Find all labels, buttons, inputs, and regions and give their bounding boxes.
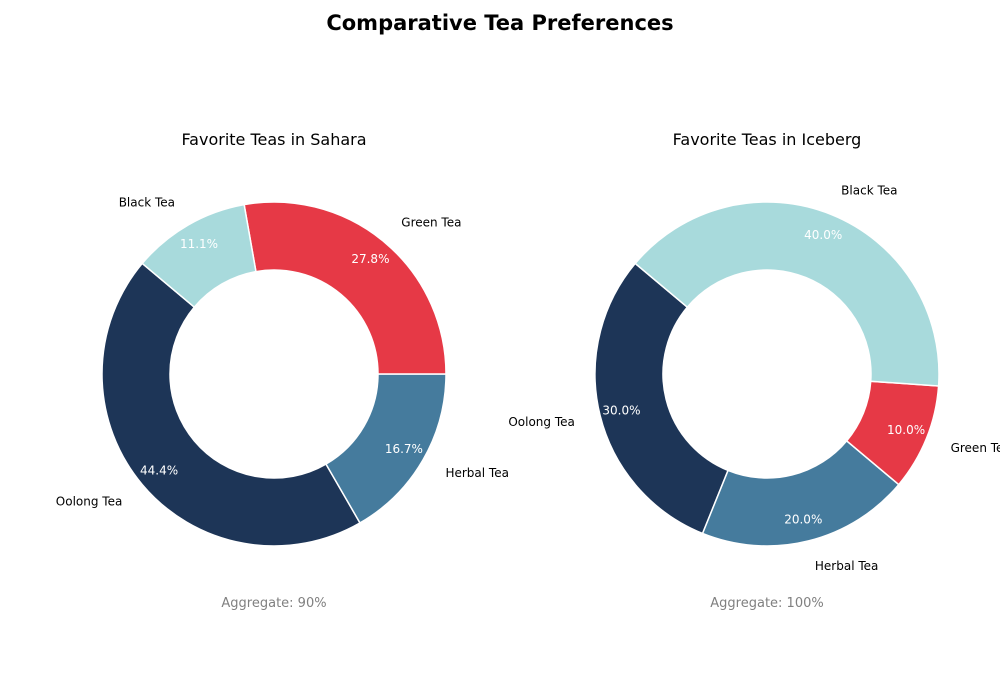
percent-label-iceberg-oolong-tea: 30.0% [602,403,640,417]
slice-sahara-black-tea [141,203,257,309]
category-label-iceberg-black-tea: Black Tea [841,183,897,197]
slice-iceberg-oolong-tea [594,262,730,535]
category-label-sahara-herbal-tea: Herbal Tea [445,466,509,480]
category-label-sahara-oolong-tea: Oolong Tea [56,494,123,508]
percent-label-iceberg-black-tea: 40.0% [804,228,842,242]
donut-chart-sahara: Favorite Teas in Sahara 44.4% Oolong Tea 1… [56,130,509,611]
slice-sahara-green-tea [243,201,447,375]
percent-label-sahara-oolong-tea: 44.4% [140,463,178,477]
percent-label-sahara-green-tea: 27.8% [351,252,389,266]
slice-sahara-oolong-tea [101,262,362,547]
percent-label-iceberg-green-tea: 10.0% [887,423,925,437]
percent-label-iceberg-herbal-tea: 20.0% [784,513,822,527]
figure-title: Comparative Tea Preferences [326,11,673,35]
category-label-sahara-black-tea: Black Tea [119,196,175,210]
percent-label-sahara-black-tea: 11.1% [180,237,218,251]
chart-title-sahara: Favorite Teas in Sahara [181,130,366,149]
donut-chart-iceberg: Favorite Teas in Iceberg 30.0% Oolong Tea… [508,130,1000,611]
percent-label-sahara-herbal-tea: 16.7% [385,442,423,456]
category-label-iceberg-oolong-tea: Oolong Tea [508,415,575,429]
aggregate-label-iceberg: Aggregate: 100% [710,596,823,611]
slice-iceberg-black-tea [634,201,940,387]
category-label-sahara-green-tea: Green Tea [401,215,461,229]
chart-title-iceberg: Favorite Teas in Iceberg [673,130,862,149]
category-label-iceberg-herbal-tea: Herbal Tea [815,559,879,573]
aggregate-label-sahara: Aggregate: 90% [221,596,326,611]
category-label-iceberg-green-tea: Green Tea [951,441,1000,455]
slices-iceberg: 30.0% Oolong Tea 20.0% Herbal Tea 10.0% Green… [508,183,1000,573]
slices-sahara: 44.4% Oolong Tea 16.7% Herbal Tea 27.8% Green… [56,196,509,547]
